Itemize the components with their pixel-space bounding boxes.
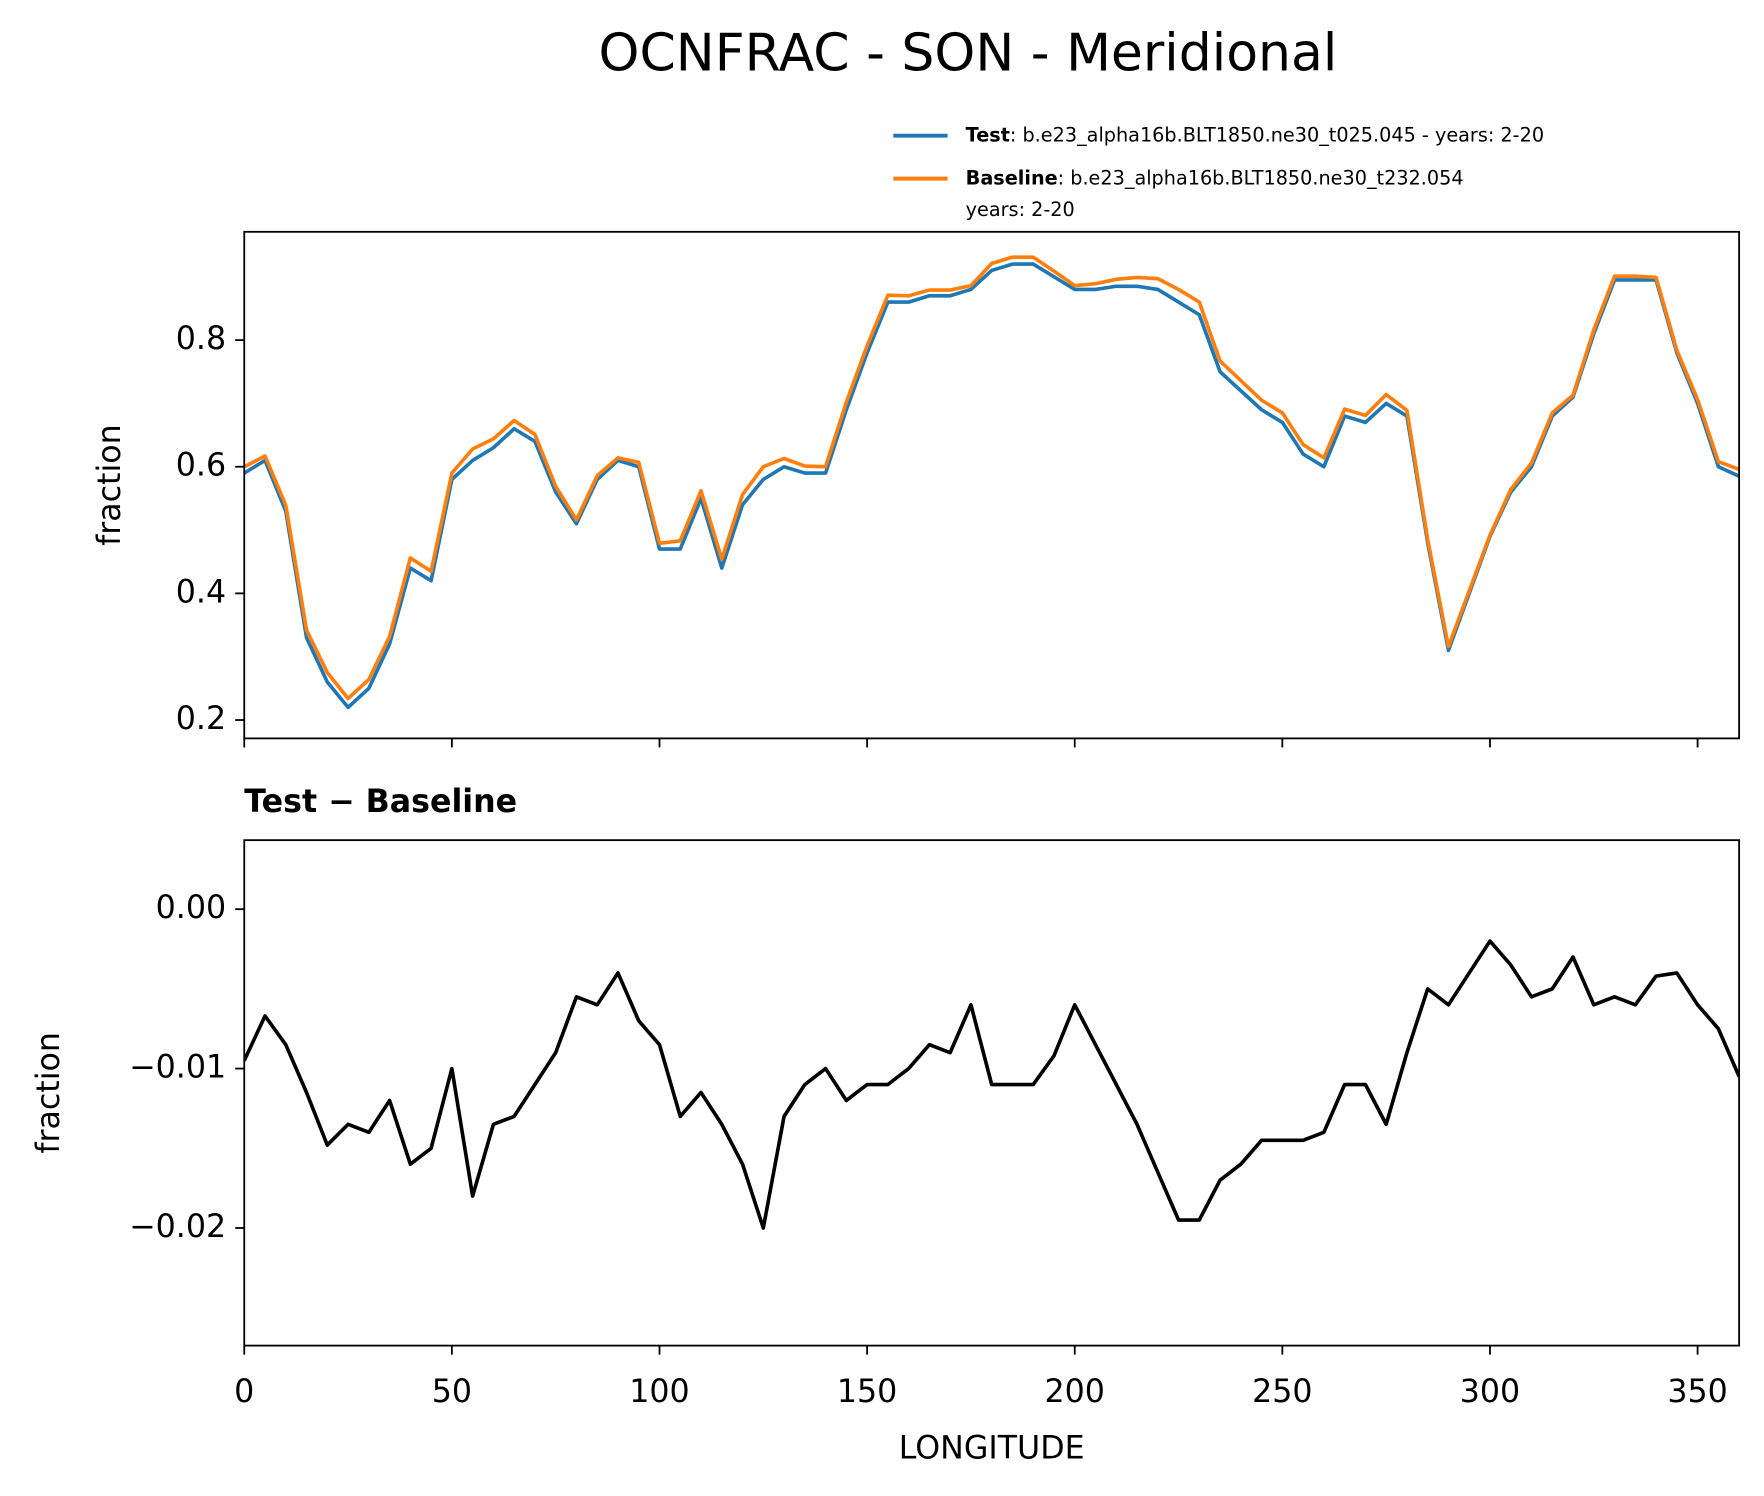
y-axis-label: fraction xyxy=(92,424,128,546)
legend-desc: : b.e23_alpha16b.BLT1850.ne30_t232.054 xyxy=(1058,166,1464,189)
y-axis-label: fraction xyxy=(31,1032,67,1154)
data-line xyxy=(244,939,1740,1230)
y-tick-label: −0.01 xyxy=(129,1050,226,1086)
legend-desc: : b.e23_alpha16b.BLT1850.ne30_t025.045 -… xyxy=(1010,123,1544,146)
y-tick-label: 0.6 xyxy=(176,448,226,484)
legend-desc: years: 2-20 xyxy=(966,198,1075,221)
panel-title: Test − Baseline xyxy=(244,784,517,820)
chart-title: OCNFRAC - SON - Meridional xyxy=(599,24,1338,84)
x-tick-label: 200 xyxy=(1045,1374,1105,1410)
x-tick-label: 300 xyxy=(1460,1374,1520,1410)
y-tick-label: 0.2 xyxy=(176,701,226,737)
x-tick-label: 250 xyxy=(1252,1374,1312,1410)
x-tick-label: 100 xyxy=(629,1374,689,1410)
legend-name: Test xyxy=(966,123,1010,146)
data-line xyxy=(244,255,1740,701)
y-tick-label: 0.00 xyxy=(156,890,227,926)
x-tick-label: 150 xyxy=(837,1374,897,1410)
legend-label: Baseline: b.e23_alpha16b.BLT1850.ne30_t2… xyxy=(966,166,1464,189)
axes-frame xyxy=(243,839,1741,1347)
legend-name: Baseline xyxy=(966,166,1058,189)
x-tick-label: 50 xyxy=(432,1374,472,1410)
x-tick-label: 0 xyxy=(234,1374,254,1410)
legend-label: Test: b.e23_alpha16b.BLT1850.ne30_t025.0… xyxy=(966,123,1544,146)
y-tick-label: −0.02 xyxy=(129,1209,226,1245)
x-tick-label: 350 xyxy=(1667,1374,1727,1410)
axes-frame xyxy=(243,230,1741,740)
y-tick-label: 0.4 xyxy=(176,574,226,610)
y-tick-label: 0.8 xyxy=(176,321,226,357)
x-axis-label: LONGITUDE xyxy=(899,1431,1085,1467)
